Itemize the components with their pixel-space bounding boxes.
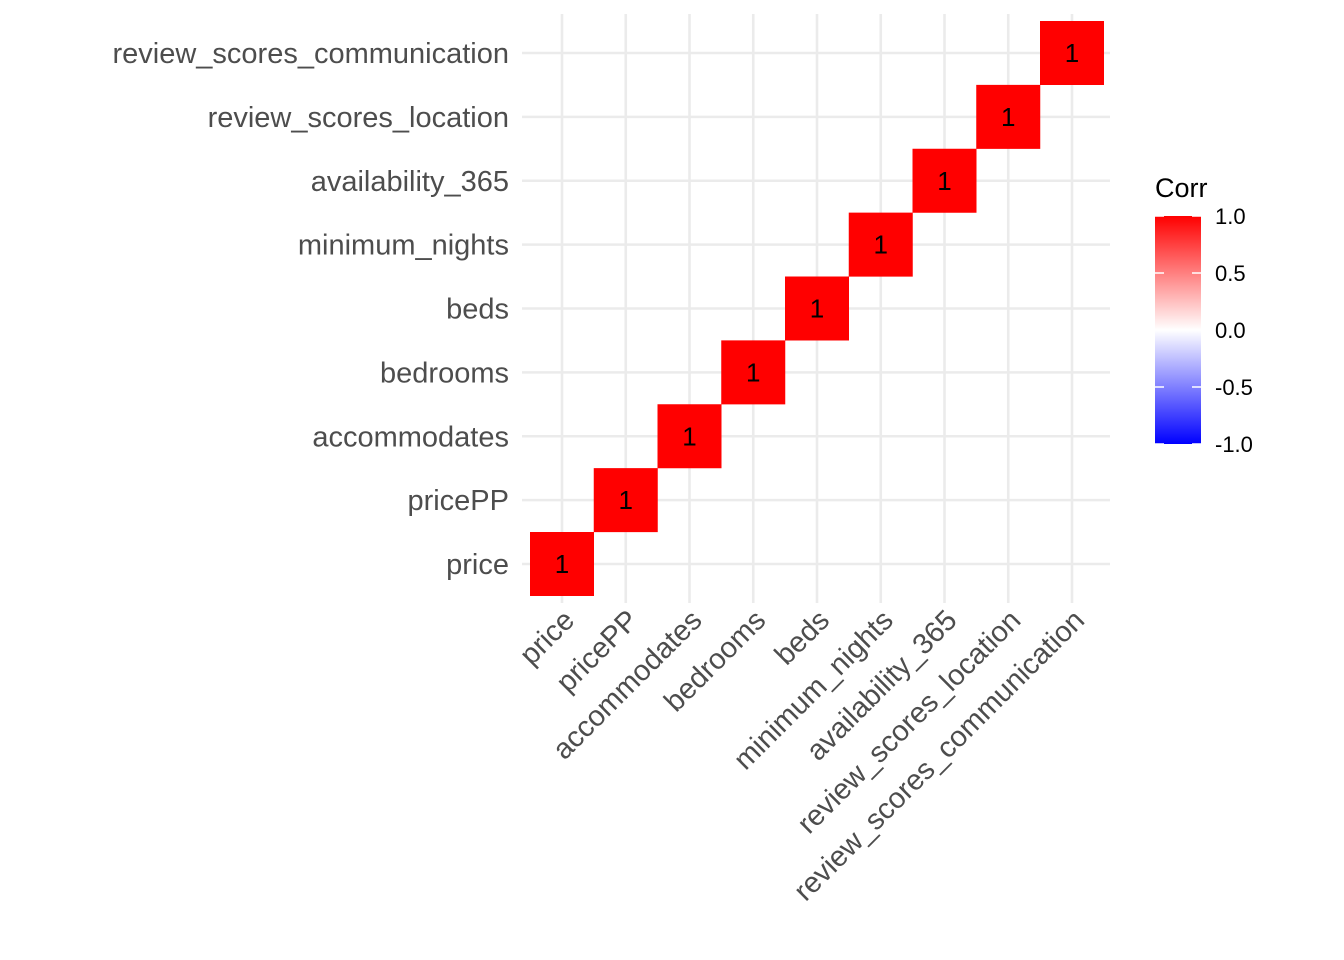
heatmap-cell [657,404,722,469]
cell-value-label: 1 [746,357,760,387]
y-tick-label: review_scores_location [208,102,509,134]
cell-value-label: 1 [937,166,951,196]
legend: Corr 1.0 0.5 0.0 -0.5 -1.0 [1155,173,1253,457]
legend-ticks: 1.0 0.5 0.0 -0.5 -1.0 [1155,204,1253,457]
y-tick-label: bedrooms [380,357,509,389]
y-tick-label: availability_365 [311,166,509,198]
legend-title: Corr [1155,173,1208,203]
cell-value-label: 1 [1001,102,1015,132]
y-tick-label: beds [446,294,509,326]
y-tick-label: review_scores_communication [113,38,510,70]
heatmap-cell [593,468,658,533]
y-tick-label: accommodates [312,421,509,453]
heatmap-cell [785,276,849,341]
legend-tick-label: 1.0 [1215,204,1246,229]
heatmap-cell [530,532,594,596]
y-tick-label: price [446,549,509,581]
y-axis-tick-labels: price pricePP accommodates bedrooms beds mini… [113,38,510,581]
y-tick-label: pricePP [407,485,509,517]
y-tick-label: minimum_nights [298,230,509,262]
cell-value-label: 1 [682,421,696,451]
legend-tick-label: 0.5 [1215,261,1246,286]
heatmap-cell [912,148,977,213]
heatmap-cell [1040,21,1104,85]
cell-value-label: 1 [874,230,888,260]
cell-value-label: 1 [619,485,633,515]
cell-value-label: 1 [810,294,824,324]
cell-value-label: 1 [555,549,569,579]
x-axis-tick-labels: pricepricePPaccommodatesbedroomsbedsmini… [514,604,1091,907]
legend-tick-label: -1.0 [1215,432,1253,457]
legend-tick-label: 0.0 [1215,318,1246,343]
heatmap-cell [976,84,1041,149]
heatmap-cell [721,340,786,405]
cell-value-label: 1 [1065,38,1079,68]
heatmap-cells: 1 1 1 1 1 1 1 1 1 [530,21,1104,596]
heatmap-cell [848,212,913,277]
legend-tick-label: -0.5 [1215,375,1253,400]
